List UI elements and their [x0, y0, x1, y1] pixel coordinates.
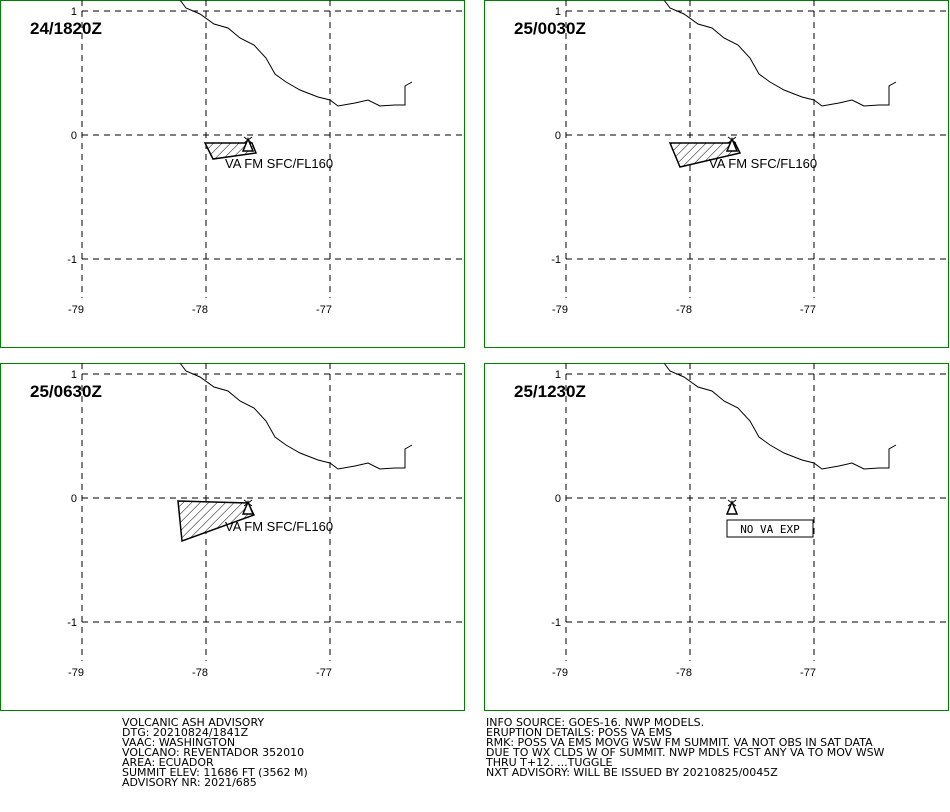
coastline: [663, 362, 897, 470]
advisory-line: NXT ADVISORY: WILL BE ISSUED BY 20210825…: [486, 766, 778, 779]
volcano-mark: [727, 499, 737, 507]
volcano-symbol: [241, 137, 255, 152]
lat-label: 0: [555, 130, 561, 142]
lon-label: -79: [68, 304, 84, 316]
map-panel: 1 0 -1 -79 -78 -77 25/0630Z VA FM SFC/FL160: [0, 362, 465, 711]
advisory-line: DUE TO WX CLDS W OF SUMMIT. NWP MDLS FCS…: [486, 746, 885, 759]
ash-area: [668, 142, 742, 168]
lon-label: -77: [316, 667, 332, 679]
panel-border: [0, 363, 465, 711]
lon-label: -79: [552, 304, 568, 316]
advisory-line: VOLCANO: REVENTADOR 352010: [122, 746, 304, 759]
volcano-symbol: [725, 137, 739, 152]
advisory-line: THRU T+12. ...TUGGLE: [485, 756, 613, 769]
lon-label: -78: [676, 304, 692, 316]
panel-border: [484, 0, 949, 348]
lat-label: -1: [551, 617, 561, 629]
lat-label: 0: [555, 493, 561, 505]
lat-label: -1: [551, 254, 561, 266]
box-label: NO VA EXP: [740, 523, 800, 536]
panel-border: [484, 363, 949, 711]
advisory-line: AREA: ECUADOR: [122, 756, 214, 769]
advisory-line: RMK: POSS VA EMS MOVG WSW FM SUMMIT. VA …: [486, 736, 873, 749]
advisory-line: SUMMIT ELEV: 11686 FT (3562 M): [122, 766, 308, 779]
lon-label: -78: [192, 667, 208, 679]
volcano-mark: [243, 136, 253, 144]
volcano-symbol: [241, 500, 255, 515]
lat-label: 1: [71, 369, 77, 381]
coastline: [663, 0, 897, 107]
valid-time: 25/0630Z: [30, 382, 102, 401]
volcano-mark: [727, 136, 737, 144]
ash-area: [177, 500, 256, 543]
va-label: VA FM SFC/FL160: [709, 156, 817, 171]
advisory-line: ERUPTION DETAILS: POSS VA EMS: [486, 726, 672, 739]
lon-label: -77: [316, 304, 332, 316]
lon-label: -78: [192, 304, 208, 316]
coastline: [179, 0, 413, 107]
va-label: VA FM SFC/FL160: [225, 519, 333, 534]
map-panel: 1 0 -1 -79 -78 -77 25/0030Z VA FM SFC/FL160: [484, 0, 949, 348]
panel-border: [0, 0, 465, 348]
valid-time: 25/0030Z: [514, 19, 586, 38]
advisory-line: DTG: 20210824/1841Z: [122, 726, 249, 739]
lat-label: 1: [555, 6, 561, 18]
advisory-line: VOLCANIC ASH ADVISORY: [122, 716, 264, 729]
valid-time: 25/1230Z: [514, 382, 586, 401]
advisory-line: ADVISORY NR: 2021/685: [122, 776, 257, 789]
advisory-line: VAAC: WASHINGTON: [122, 736, 235, 749]
map-panel: 1 0 -1 -79 -78 -77 25/1230Z NO VA EXP: [484, 362, 949, 711]
lat-label: 1: [555, 369, 561, 381]
volcano-mark: [243, 499, 253, 507]
lat-label: 0: [71, 493, 77, 505]
label-box: [726, 519, 814, 538]
lon-label: -78: [676, 667, 692, 679]
advisory-line: INFO SOURCE: GOES-16. NWP MODELS.: [486, 716, 704, 729]
coastline: [179, 362, 413, 470]
lon-label: -77: [800, 304, 816, 316]
lat-label: -1: [67, 254, 77, 266]
volcano-symbol: [725, 500, 739, 515]
lat-label: 1: [71, 6, 77, 18]
lat-label: -1: [67, 617, 77, 629]
lat-label: 0: [71, 130, 77, 142]
valid-time: 24/1820Z: [30, 19, 102, 38]
lon-label: -79: [68, 667, 84, 679]
va-label: VA FM SFC/FL160: [225, 156, 333, 171]
map-panel: 1 0 -1 -79 -78 -77 24/1820Z VA FM SFC/FL160: [0, 0, 465, 348]
lon-label: -79: [552, 667, 568, 679]
ash-area: [203, 142, 258, 160]
lon-label: -77: [800, 667, 816, 679]
